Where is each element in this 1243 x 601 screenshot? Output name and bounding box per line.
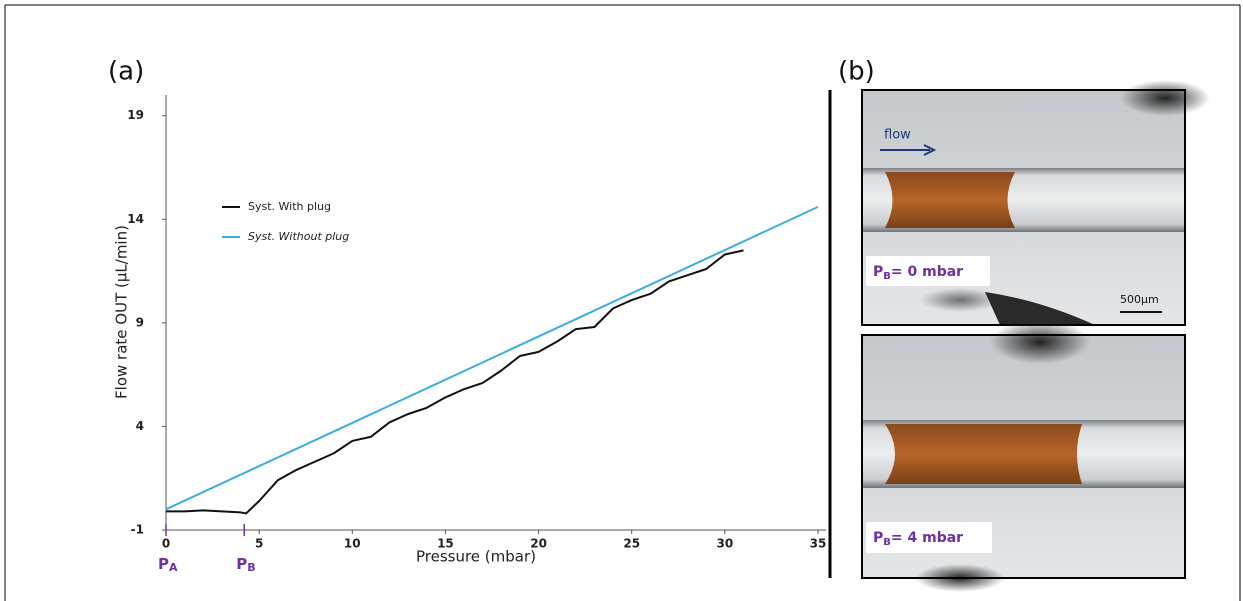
annotation: PB	[236, 555, 255, 575]
x-tick-label: 0	[162, 537, 170, 551]
data-line	[165, 205, 819, 511]
y-tick-label: 9	[136, 315, 144, 329]
photo-label: PB= 4 mbar	[873, 530, 963, 548]
chart: Pressure (mbar) Flow rate OUT (µL/min) -…	[113, 95, 827, 575]
photo: flow PB= 0 mbar 500µm	[861, 80, 1210, 326]
panel-label: (b)	[838, 57, 875, 87]
panel-label: (a)	[108, 57, 144, 87]
legend-label: Syst. With plug	[248, 200, 331, 213]
x-axis-title: Pressure (mbar)	[416, 548, 536, 566]
y-tick-label: 19	[127, 108, 144, 122]
flow-label: flow	[884, 128, 911, 143]
photo-label: PB= 0 mbar	[873, 264, 963, 282]
x-tick-label: 15	[437, 537, 454, 551]
x-tick-label: 20	[530, 537, 547, 551]
y-axis-title: Flow rate OUT (µL/min)	[113, 225, 131, 399]
x-tick-label: 10	[344, 537, 361, 551]
x-tick-label: 5	[255, 537, 263, 551]
scale-bar-label: 500µm	[1120, 293, 1159, 306]
x-tick-label: 25	[623, 537, 640, 551]
x-tick-label: 30	[717, 537, 734, 551]
legend-label: Syst. Without plug	[248, 230, 349, 243]
y-tick-label: 14	[127, 212, 144, 226]
data-line	[166, 249, 744, 515]
x-tick-label: 35	[810, 537, 827, 551]
y-tick-label: 4	[136, 419, 144, 433]
y-tick-label: -1	[131, 523, 144, 537]
annotation: PA	[158, 555, 178, 575]
photo: PB= 4 mbar	[861, 320, 1186, 592]
